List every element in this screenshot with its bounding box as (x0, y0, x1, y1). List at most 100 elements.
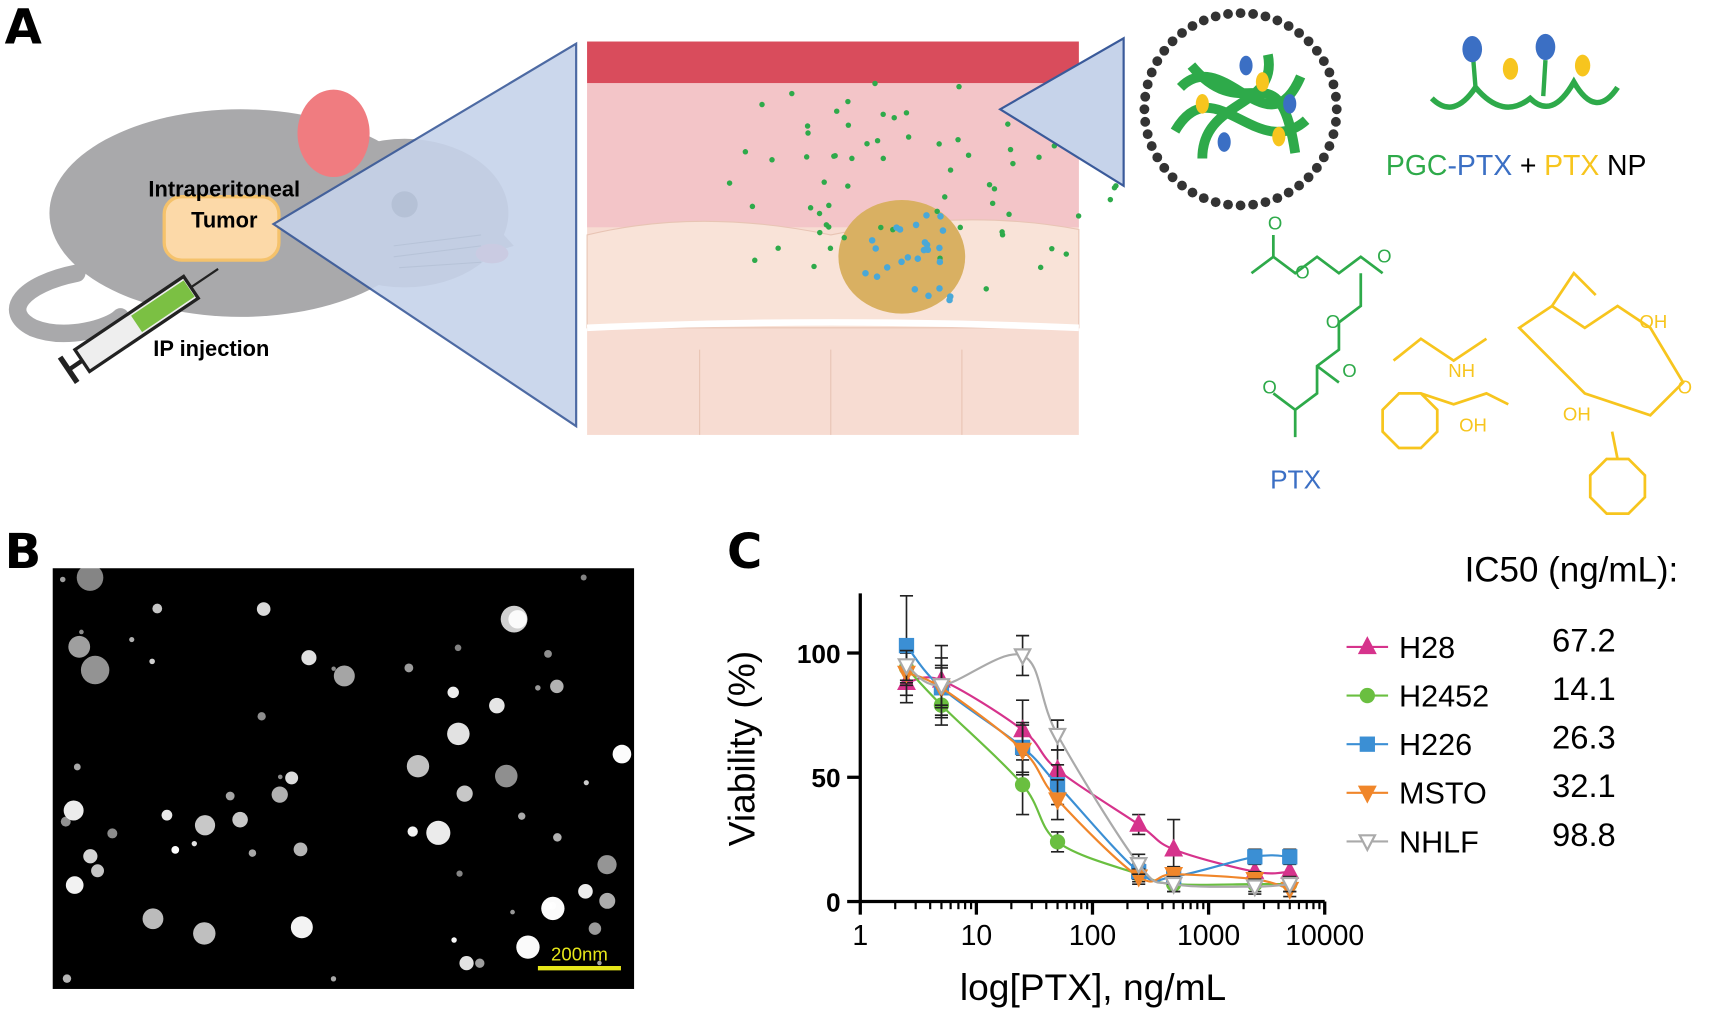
x-tick-label: 1 (852, 920, 868, 952)
cell-dot (911, 286, 919, 293)
panel-label: A (5, 0, 42, 56)
curve (906, 676, 1290, 875)
ic50-value: 32.1 (1552, 767, 1616, 804)
ic50-value: 98.8 (1552, 816, 1616, 853)
particle (330, 976, 337, 982)
marker (1247, 849, 1263, 865)
marker (1013, 742, 1033, 761)
drug-dot (965, 152, 972, 158)
x-tick-label: 10 (961, 920, 993, 952)
drug-dot (880, 111, 886, 118)
drug-dot (1075, 213, 1082, 219)
lipid-head (1324, 67, 1335, 78)
lipid-head (1248, 9, 1259, 19)
marker (1129, 857, 1149, 876)
particle (194, 815, 216, 836)
marker (1357, 834, 1377, 853)
drug-dot (903, 110, 910, 116)
drug-dot (726, 180, 733, 186)
particle (161, 809, 173, 821)
legend-label: MSTO (1399, 777, 1487, 811)
particle (232, 811, 248, 828)
y-tick-label: 0 (826, 887, 841, 917)
lipid-head (1328, 129, 1339, 140)
particle (426, 820, 451, 845)
lipid-head (1235, 8, 1246, 19)
legend-label: H28 (1399, 631, 1455, 665)
drug-dot (878, 224, 884, 231)
drug-dot (991, 186, 998, 192)
particle (447, 722, 470, 746)
particle (495, 764, 518, 788)
lipid-head (1331, 104, 1342, 115)
particle (248, 849, 257, 857)
drug-dot (1111, 185, 1118, 191)
marker (1049, 834, 1066, 850)
drug-dot (864, 140, 870, 147)
tissue (586, 41, 1119, 435)
cell-dot (937, 213, 944, 220)
drug-dot (880, 155, 887, 162)
drug-dot (849, 155, 855, 162)
zoom-triangle (271, 41, 578, 429)
drug-dot (832, 152, 838, 159)
cell-dot (923, 241, 931, 249)
particle (580, 574, 587, 581)
drug-dot (986, 181, 993, 188)
particle (475, 958, 485, 968)
particle (301, 650, 317, 666)
marker (1013, 648, 1033, 667)
drug-dot (891, 114, 897, 121)
particle (406, 754, 430, 778)
cell-dot (936, 244, 943, 252)
cell-dot (862, 269, 869, 277)
lipid-head (1248, 199, 1259, 210)
drug-dot (1063, 251, 1070, 257)
lipid-head (1177, 28, 1187, 38)
particle (171, 845, 180, 854)
particle (60, 816, 71, 827)
chem-label: OH (1563, 404, 1591, 425)
particle (553, 833, 562, 842)
x-tick-label: 100 (1069, 920, 1116, 952)
chem-label: O (1377, 245, 1391, 266)
drug-dot (957, 224, 964, 231)
lipid-head (1328, 79, 1339, 90)
marker (1357, 785, 1377, 804)
particle (277, 774, 283, 780)
lipid-head (1198, 193, 1209, 204)
drug-dot (989, 200, 996, 207)
chem-label: OH (1639, 311, 1667, 332)
tumor-label: Intraperitoneal (148, 177, 300, 202)
drug-dot (874, 137, 881, 144)
particle (518, 812, 526, 820)
particle (62, 974, 72, 983)
x-tick-label: 1000 (1177, 920, 1240, 952)
lipid-head (1187, 187, 1198, 198)
particle (256, 602, 271, 616)
y-tick-label: 50 (811, 763, 840, 793)
chem-label: PTX (1270, 464, 1321, 494)
particle (107, 828, 118, 839)
lipid-head (1283, 21, 1294, 31)
ic50-value: 26.3 (1552, 719, 1616, 756)
lipid-head (1167, 36, 1178, 47)
chem-label: O (1295, 262, 1309, 283)
lipid-head (1260, 11, 1271, 22)
chem-label: O (1326, 311, 1340, 332)
particle (129, 637, 135, 643)
drug-dot (1006, 211, 1012, 217)
drug-dot (1007, 146, 1014, 153)
lipid-head (1318, 56, 1329, 67)
cell-dot (872, 245, 879, 252)
cell-dot (893, 224, 900, 231)
drug-dot (983, 286, 989, 292)
marker (1280, 860, 1300, 879)
drug-dot (955, 136, 961, 143)
particle (271, 786, 288, 803)
drug-dot (805, 130, 811, 136)
legend-title: IC50 (ng/mL): (1465, 550, 1679, 589)
drug-dot (1037, 264, 1044, 271)
particle (597, 855, 617, 875)
particle (459, 956, 474, 971)
